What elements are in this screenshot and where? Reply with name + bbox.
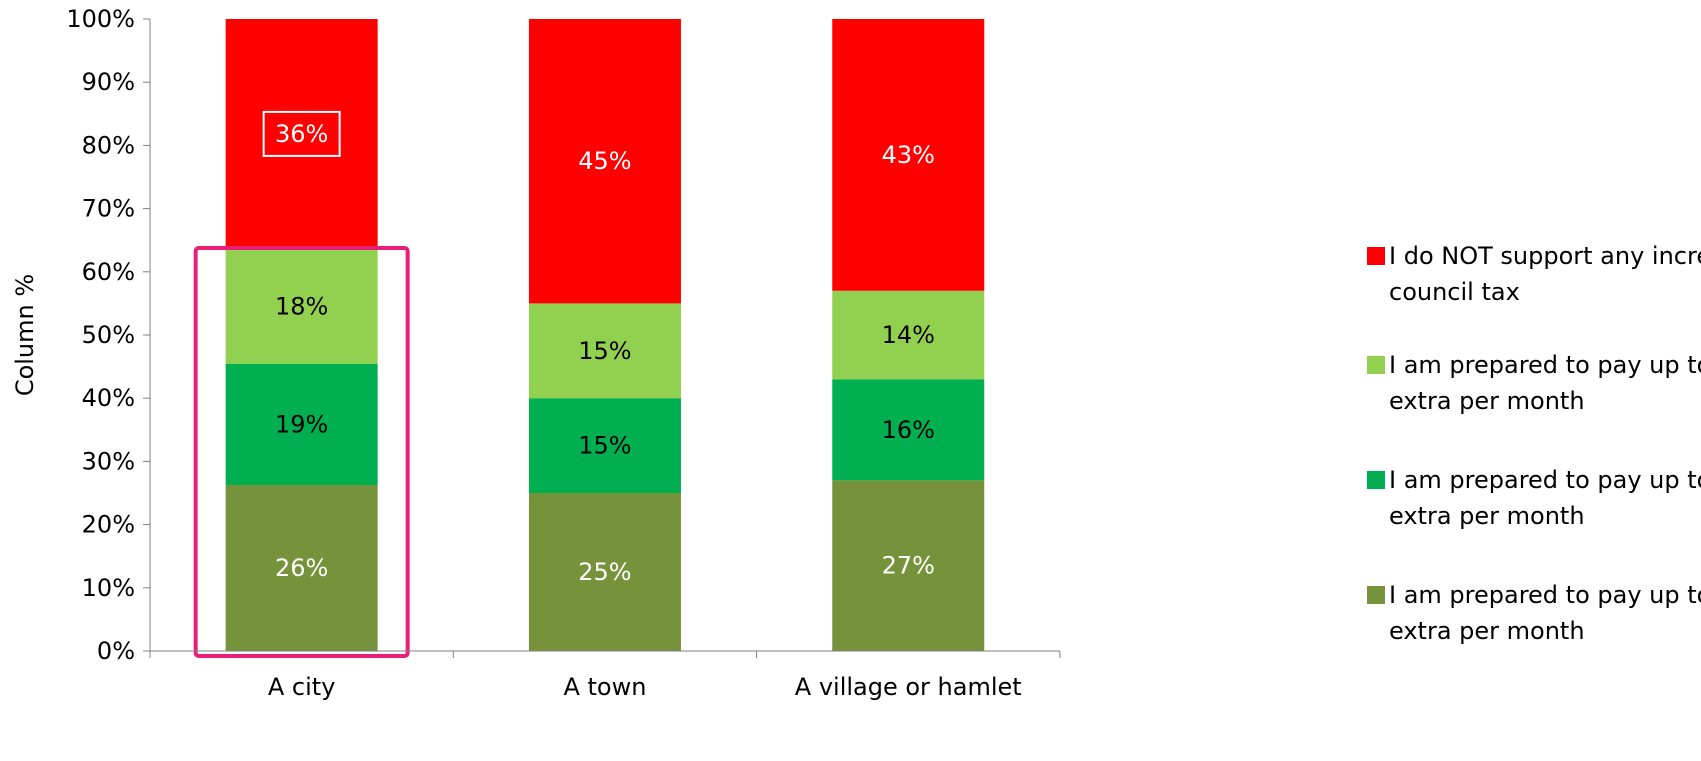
bar-segment-a-village-or-hamlet-s0 <box>832 480 985 651</box>
y-tick-label: 20% <box>82 511 135 539</box>
y-tick-label: 0% <box>97 637 135 665</box>
data-label-a-village-or-hamlet-s3: 43% <box>882 141 935 169</box>
y-tick-label: 100% <box>66 5 135 33</box>
legend-label-3-line-0: I am prepared to pay up to £1.75 <box>1389 581 1701 609</box>
plot-area: 26% 19% 18% 36% 25% 15% 15% 45% 27% 16% 14% 43% <box>193 19 985 658</box>
legend-label-0-line-1: council tax <box>1389 278 1520 306</box>
data-label-a-village-or-hamlet-s2: 14% <box>882 321 935 349</box>
legend-label-0-line-0: I do NOT support any increase in <box>1389 242 1701 270</box>
data-label-a-city-s2: 18% <box>275 292 328 320</box>
legend-label-1-line-0: I am prepared to pay up to £0.83 <box>1389 351 1701 379</box>
legend-label-2-line-0: I am prepared to pay up to £1.25 <box>1389 466 1701 494</box>
y-tick-label: 30% <box>82 447 135 475</box>
legend-label-3-line-1: extra per month <box>1389 617 1585 645</box>
legend-swatch-3 <box>1367 586 1385 604</box>
y-tick-label: 60% <box>82 258 135 286</box>
data-label-a-town-s0: 25% <box>578 558 631 586</box>
data-label-box <box>262 110 341 157</box>
data-label-a-town-s1: 15% <box>578 432 631 460</box>
x-tick-label-a-town: A town <box>563 673 646 701</box>
bar-segment-a-village-or-hamlet-s3 <box>832 19 985 291</box>
legend-swatch-1 <box>1367 356 1385 374</box>
bar-segment-a-village-or-hamlet-s1 <box>832 379 985 481</box>
y-tick-label: 70% <box>82 195 135 223</box>
legend-label-1-line-1: extra per month <box>1389 387 1585 415</box>
data-label-a-town-s2: 15% <box>578 337 631 365</box>
bar-segment-a-town-s2 <box>528 303 681 399</box>
data-label-a-city-s0: 26% <box>275 554 328 582</box>
y-tick-label: 40% <box>82 384 135 412</box>
x-tick-label-a-city: A city <box>268 673 336 701</box>
y-tick-label: 10% <box>82 574 135 602</box>
bar-segment-a-city-s2 <box>225 248 378 364</box>
bar-segment-a-city-s1 <box>225 363 378 486</box>
legend-swatch-2 <box>1367 471 1385 489</box>
data-label-a-village-or-hamlet-s0: 27% <box>882 552 935 580</box>
y-axis-title: Column % <box>11 274 39 396</box>
bar-segment-a-town-s3 <box>528 19 681 304</box>
bar-segment-a-town-s1 <box>528 398 681 493</box>
bar-segment-a-town-s0 <box>528 493 681 651</box>
bar-segment-a-city-s0 <box>225 485 378 651</box>
y-tick-label: 80% <box>82 131 135 159</box>
highlight-box <box>193 246 410 658</box>
axes: 0% 10% 20% 30% 40% 50% 60% 70% 80% 90% 100% A city A… <box>11 5 1061 701</box>
y-tick-label: 50% <box>82 321 135 349</box>
legend-swatch-0 <box>1367 247 1385 265</box>
data-label-a-city-s3: 36% <box>275 120 328 148</box>
x-tick-label-a-village-or-hamlet: A village or hamlet <box>795 673 1022 701</box>
y-tick-label: 90% <box>82 68 135 96</box>
bar-segment-a-village-or-hamlet-s2 <box>832 290 985 380</box>
legend-label-2-line-1: extra per month <box>1389 502 1585 530</box>
data-label-a-village-or-hamlet-s1: 16% <box>882 416 935 444</box>
data-label-a-town-s3: 45% <box>578 147 631 175</box>
data-label-a-city-s1: 19% <box>275 410 328 438</box>
legend: I do NOT support any increase in council … <box>1367 242 1701 645</box>
bar-segment-a-city-s3 <box>225 19 378 249</box>
